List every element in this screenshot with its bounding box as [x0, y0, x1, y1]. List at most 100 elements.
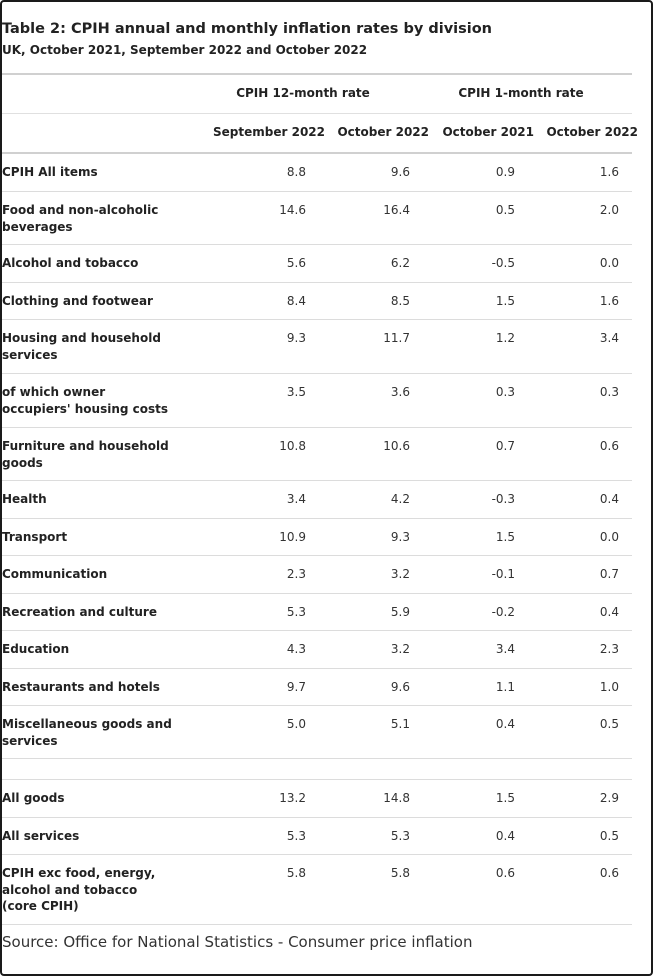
row-value: -0.3	[491, 492, 515, 506]
row-value: 2.0	[599, 203, 619, 217]
row-value: 5.3	[390, 829, 410, 843]
table-row: All services 5.3 5.3 0.4 0.5	[2, 818, 632, 855]
row-label: Housing and household services	[2, 331, 161, 362]
header-divider	[2, 152, 632, 154]
row-value: 4.3	[286, 642, 306, 656]
row-value: 5.3	[286, 829, 306, 843]
row-value: 1.6	[599, 294, 619, 308]
table-row: Miscellaneous goods and services 5.0 5.1 0.…	[2, 706, 632, 759]
row-value: 11.7	[383, 331, 410, 345]
row-value: 2.9	[599, 791, 619, 805]
row-label: All goods	[2, 791, 65, 805]
row-label: of which owner occupiers' housing costs	[2, 385, 169, 416]
row-value: 0.4	[495, 717, 515, 731]
source-note: Source: Office for National Statistics -…	[2, 933, 473, 951]
table-row: Restaurants and hotels 9.7 9.6 1.1 1.0	[2, 669, 632, 706]
column-header-oct-2022-annual: October 2022	[337, 125, 429, 139]
table-row: Furniture and household goods 10.8 10.6 0.7…	[2, 428, 632, 481]
row-value: 0.5	[495, 203, 515, 217]
row-value: 3.4	[495, 642, 515, 656]
row-value: 3.5	[286, 385, 306, 399]
row-label: Restaurants and hotels	[2, 680, 160, 694]
row-value: 1.5	[495, 791, 515, 805]
row-value: 10.9	[279, 530, 306, 544]
row-value: 13.2	[279, 791, 306, 805]
group-header-12-month: CPIH 12-month rate	[236, 86, 370, 100]
row-value: 0.4	[495, 829, 515, 843]
row-value: 1.1	[495, 680, 515, 694]
row-label: Clothing and footwear	[2, 294, 153, 308]
row-value: 0.7	[495, 439, 515, 453]
row-value: 0.4	[599, 605, 619, 619]
row-value: 0.4	[599, 492, 619, 506]
row-value: 0.7	[599, 567, 619, 581]
row-label: CPIH All items	[2, 165, 98, 179]
row-value: 2.3	[286, 567, 306, 581]
row-value: 0.5	[599, 717, 619, 731]
row-value: 3.4	[599, 331, 619, 345]
row-label: Miscellaneous goods and services	[2, 717, 172, 748]
row-label: CPIH exc food, energy, alcohol and tobac…	[2, 866, 156, 913]
table-row: Housing and household services 9.3 11.7 1.2…	[2, 320, 632, 374]
row-value: 9.6	[390, 165, 410, 179]
row-value: 9.3	[390, 530, 410, 544]
row-value: 8.5	[390, 294, 410, 308]
row-value: 1.5	[495, 294, 515, 308]
row-value: 5.3	[286, 605, 306, 619]
table-row: Alcohol and tobacco 5.6 6.2 -0.5 0.0	[2, 245, 632, 283]
row-label: Furniture and household goods	[2, 439, 169, 470]
column-header-sep-2022-annual: September 2022	[213, 125, 325, 139]
row-value: 0.3	[599, 385, 619, 399]
row-value: 0.6	[599, 866, 619, 880]
row-value: 9.6	[390, 680, 410, 694]
row-value: -0.5	[491, 256, 515, 270]
table-row: CPIH All items 8.8 9.6 0.9 1.6	[2, 154, 632, 192]
row-value: 5.8	[286, 866, 306, 880]
row-value: 5.9	[390, 605, 410, 619]
row-value: 5.0	[286, 717, 306, 731]
row-value: 3.2	[390, 642, 410, 656]
row-value: 6.2	[390, 256, 410, 270]
row-value: 14.6	[279, 203, 306, 217]
row-value: 8.4	[286, 294, 306, 308]
row-label: Food and non-alcoholic beverages	[2, 203, 159, 234]
row-label: Recreation and culture	[2, 605, 157, 619]
table-top-divider	[2, 73, 632, 75]
row-value: 1.0	[599, 680, 619, 694]
row-label: Communication	[2, 567, 108, 581]
row-value: 10.8	[279, 439, 306, 453]
table-row: Transport 10.9 9.3 1.5 0.0	[2, 519, 632, 556]
table-title: Table 2: CPIH annual and monthly inflati…	[2, 21, 493, 37]
row-value: 0.5	[599, 829, 619, 843]
row-value: 0.3	[495, 385, 515, 399]
row-value: 1.6	[599, 165, 619, 179]
row-label: Transport	[2, 530, 68, 544]
row-value: 0.0	[599, 256, 619, 270]
row-label: Alcohol and tobacco	[2, 256, 139, 270]
row-value: 16.4	[383, 203, 410, 217]
group-header-1-month: CPIH 1-month rate	[458, 86, 584, 100]
row-value: 0.6	[599, 439, 619, 453]
row-value: 0.0	[599, 530, 619, 544]
table-row: Education 4.3 3.2 3.4 2.3	[2, 631, 632, 669]
row-value: 4.2	[390, 492, 410, 506]
row-value: 5.1	[390, 717, 410, 731]
row-value: 14.8	[383, 791, 410, 805]
table-row: Food and non-alcoholic beverages 14.6 16.4…	[2, 192, 632, 245]
row-value: 10.6	[383, 439, 410, 453]
table-row: Recreation and culture 5.3 5.9 -0.2 0.4	[2, 594, 632, 631]
table-row: of which owner occupiers' housing costs 3…	[2, 374, 632, 428]
row-label: Health	[2, 492, 47, 506]
row-value: 5.6	[286, 256, 306, 270]
row-value: 3.4	[286, 492, 306, 506]
row-value: 8.8	[286, 165, 306, 179]
column-header-oct-2022-monthly: October 2022	[546, 125, 638, 139]
column-header-oct-2021-monthly: October 2021	[442, 125, 534, 139]
table-subtitle: UK, October 2021, September 2022 and Oct…	[2, 43, 368, 57]
row-value: -0.2	[491, 605, 515, 619]
table-row: Clothing and footwear 8.4 8.5 1.5 1.6	[2, 283, 632, 320]
row-value: 1.2	[495, 331, 515, 345]
table-row	[2, 759, 632, 780]
table-row: Health 3.4 4.2 -0.3 0.4	[2, 481, 632, 519]
